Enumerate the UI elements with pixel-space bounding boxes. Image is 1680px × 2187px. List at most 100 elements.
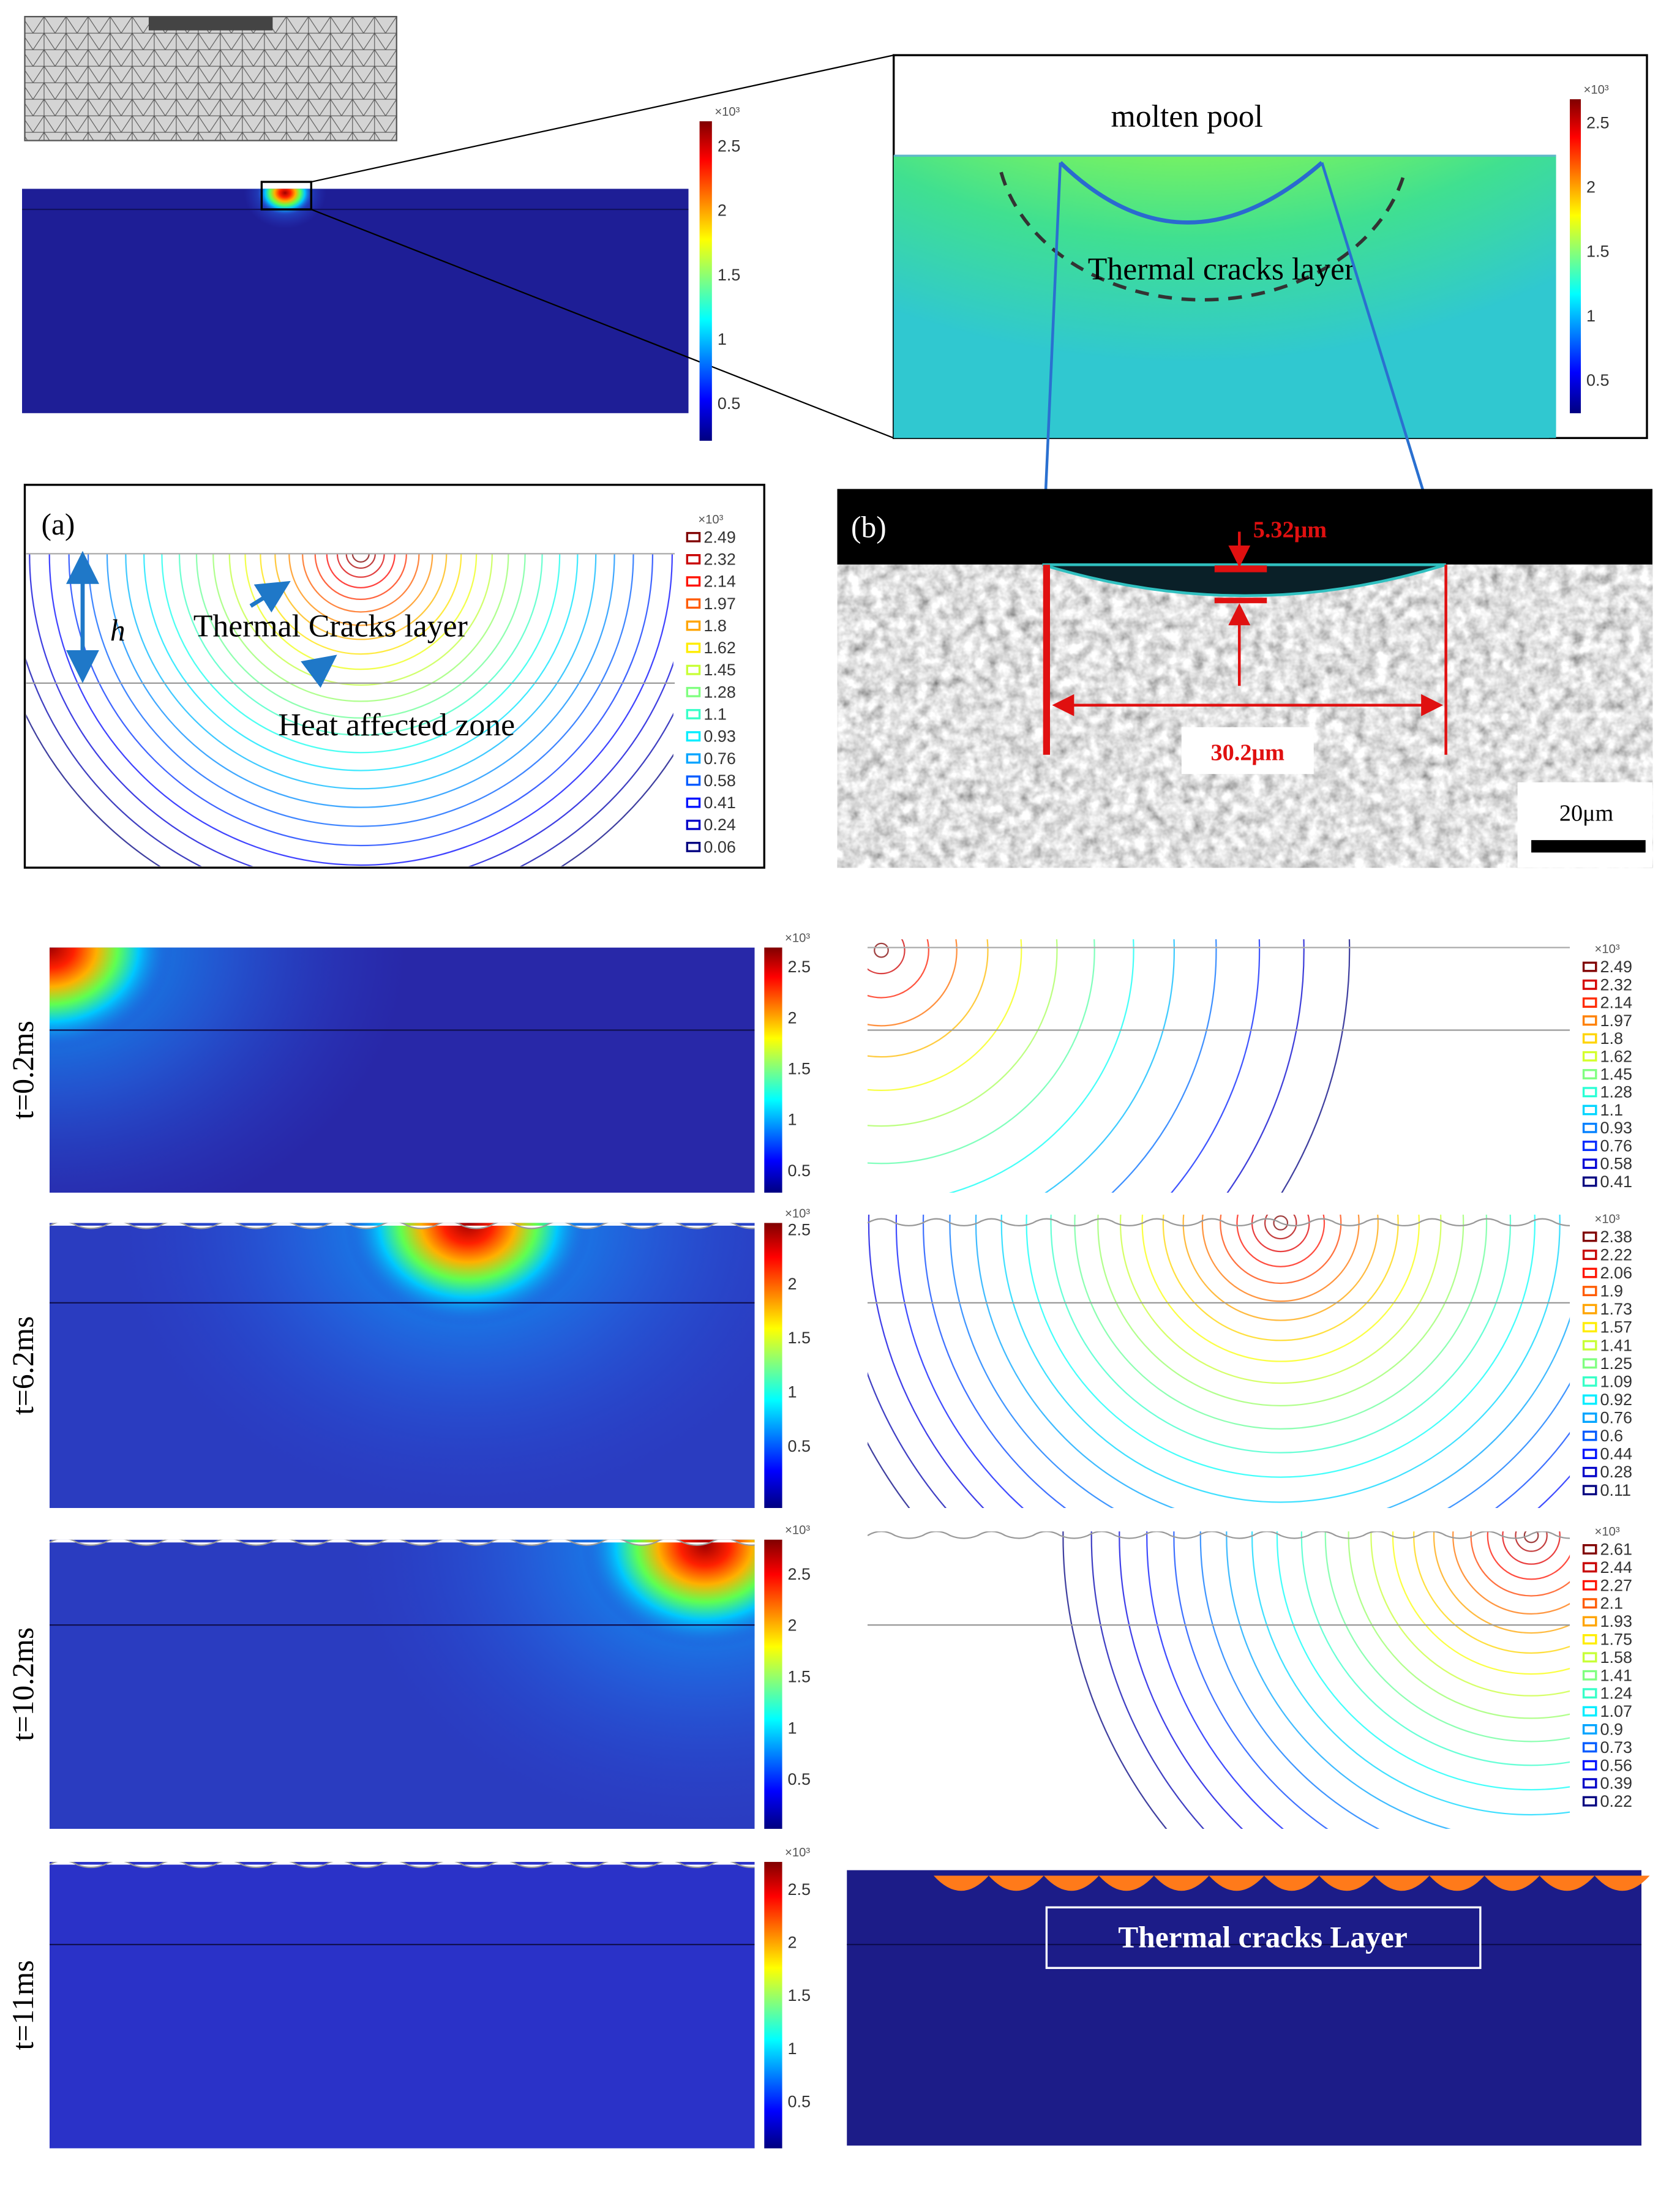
- contour-line: [351, 553, 370, 563]
- contour-line: [1090, 1531, 1205, 1829]
- colorbar-swatch: [1582, 961, 1597, 972]
- colorbar-tick-label: 1.24: [1600, 1684, 1633, 1703]
- colorbar-swatch: [1582, 1105, 1597, 1116]
- colorbar-swatch: [1582, 1760, 1597, 1771]
- colorbar-tick-label: 2.1: [1600, 1594, 1624, 1613]
- colorbar-tick-label: 1.8: [703, 617, 727, 635]
- colorbar-exponent: ×10³: [785, 932, 810, 945]
- colorbar-tick-label: 2.5: [788, 1565, 811, 1583]
- colorbar-exponent: ×10³: [785, 1524, 810, 1537]
- cracks-layer: [933, 1875, 1650, 1891]
- colorbar-swatch: [1582, 1051, 1597, 1062]
- colorbar-tick-label: 1.97: [703, 595, 736, 613]
- colorbar-tick-label: 1.09: [1600, 1372, 1633, 1390]
- contour-line: [1515, 1531, 1548, 1552]
- colorbar-tick-label: 1.73: [1600, 1300, 1633, 1318]
- contour-line: [345, 553, 376, 569]
- colorbar-tick-label: 1: [788, 1383, 797, 1401]
- colorbar-tick-label: 1.1: [1600, 1101, 1624, 1119]
- colorbar-tick-label: 2.14: [703, 572, 736, 591]
- colorbar-swatch: [1582, 1466, 1597, 1477]
- colorbar-swatch: [1582, 1412, 1597, 1423]
- colorbar-swatch: [686, 753, 701, 764]
- colorbar-swatch: [1582, 1670, 1597, 1681]
- colorbar-exponent: ×10³: [785, 1846, 810, 1859]
- colorbar-swatch: [1582, 1231, 1597, 1242]
- time-label: t=11ms: [6, 1960, 40, 2050]
- colorbar-tick-label: 0.06: [703, 838, 736, 856]
- contour-line: [178, 553, 543, 736]
- contour-line: [1026, 1214, 1536, 1478]
- colorbar-swatch: [686, 598, 701, 609]
- contour-line: [867, 1371, 947, 1509]
- colorbar-tick-label: 1.5: [788, 1060, 811, 1078]
- colorbar-tick-label: 2.49: [1600, 958, 1633, 976]
- panel-label: (a): [41, 508, 75, 541]
- contour-line: [48, 553, 673, 866]
- contour-line: [867, 939, 989, 1058]
- contour-line: [1050, 1214, 1512, 1454]
- colorbar-tick-label: 2.32: [703, 550, 736, 568]
- colorbar-tick-label: 2.49: [703, 528, 736, 546]
- clip-group: [49, 1862, 755, 2148]
- contour-line: [143, 553, 579, 771]
- height-symbol: h: [110, 613, 126, 647]
- contour-line: [1062, 1531, 1168, 1829]
- colorbar-swatch: [1582, 1742, 1597, 1753]
- contour-line: [1324, 1531, 1570, 1742]
- time-label: t=0.2ms: [6, 1021, 40, 1119]
- clip-group: [867, 1531, 1570, 1829]
- contour-line: [1097, 1214, 1464, 1406]
- molten-pool-outline: [1059, 161, 1324, 225]
- colorbar-swatch: [1582, 1322, 1597, 1333]
- colorbar-swatch: [1582, 1652, 1597, 1663]
- colorbar-swatch: [1582, 1141, 1597, 1151]
- pointer-arrow: [301, 655, 337, 688]
- colorbar-tick-label: 1.5: [1586, 242, 1610, 261]
- colorbar-exponent: ×10³: [1595, 1525, 1620, 1539]
- contour-line: [106, 553, 615, 808]
- colorbar-swatch: [686, 841, 701, 852]
- clip-group: [893, 156, 1556, 438]
- colorbar-tick-label: 0.44: [1600, 1445, 1633, 1463]
- contour-line: [1074, 1214, 1488, 1430]
- colorbar-tick-label: 2: [718, 201, 727, 220]
- colorbar-swatch: [1582, 1015, 1597, 1026]
- colorbar-tick-label: 0.76: [703, 749, 736, 768]
- colorbar-tick-label: 0.76: [1600, 1136, 1633, 1155]
- colorbar-tick-label: 1.8: [1600, 1029, 1624, 1048]
- colorbar-swatch: [1582, 1688, 1597, 1699]
- heat-spot: [344, 1223, 593, 1327]
- colorbar-swatch: [1582, 1158, 1597, 1169]
- colorbar-tick-label: 2: [788, 1008, 797, 1027]
- colorbar-tick-label: 1.41: [1600, 1336, 1633, 1354]
- colorbar-tick-label: 1.1: [703, 705, 727, 724]
- colorbar-swatch: [1582, 1449, 1597, 1460]
- contour-line: [195, 553, 526, 719]
- contour-line: [125, 553, 597, 790]
- field-bg: [847, 1870, 1642, 2146]
- colorbar-tick-label: 0.5: [788, 2092, 811, 2110]
- colorbar-swatch: [1582, 1616, 1597, 1627]
- annotation: Thermal Cracks layer: [193, 609, 468, 643]
- colorbar-tick-label: 2: [1586, 178, 1596, 196]
- colorbar-swatch: [686, 709, 701, 719]
- colorbar-tick-label: 0.58: [703, 771, 736, 790]
- colorbar-tick-label: 2.22: [1600, 1245, 1633, 1264]
- mesh-lines: [24, 17, 397, 141]
- contour-line: [1182, 1214, 1379, 1321]
- colorbar-tick-label: 1.57: [1600, 1318, 1633, 1337]
- colorbar-tick-label: 1.45: [1600, 1065, 1633, 1084]
- colorbar-tick-label: 1.58: [1600, 1648, 1633, 1667]
- colorbar-tick-label: 2.27: [1600, 1576, 1633, 1594]
- colorbar-tick-label: 1.5: [788, 1329, 811, 1347]
- colorbar-tick-label: 2.5: [788, 958, 811, 976]
- colorbar-tick-label: 2.5: [788, 1221, 811, 1239]
- colorbar-tick-label: 1.62: [703, 639, 736, 657]
- label-bg: [1181, 727, 1314, 775]
- colorbar-swatch: [1582, 1544, 1597, 1555]
- heat-glow: [110, 1223, 755, 1509]
- colorbar: [764, 1862, 782, 2148]
- annotation: molten pool: [1111, 99, 1264, 134]
- annotation: Thermal cracks layer: [1088, 252, 1355, 287]
